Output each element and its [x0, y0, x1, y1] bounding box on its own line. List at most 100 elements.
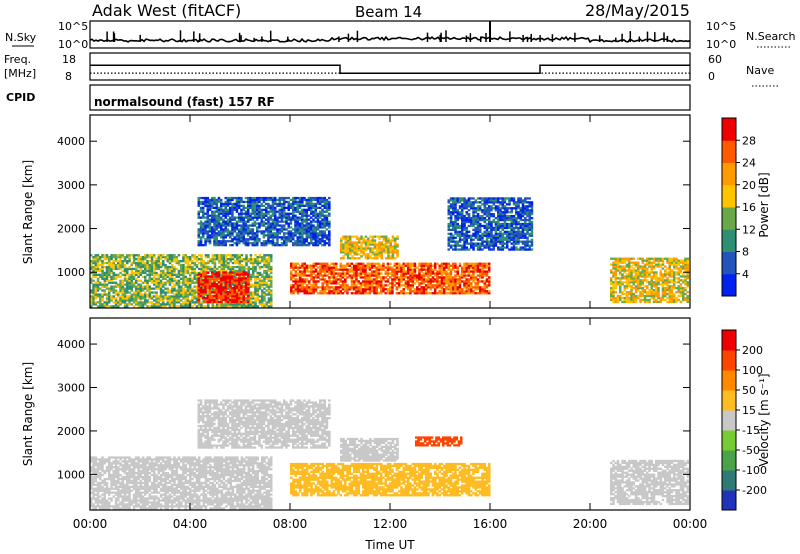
heatmap-cell: [481, 262, 484, 265]
heatmap-cell: [382, 276, 385, 279]
heatmap-cell: [166, 273, 169, 276]
heatmap-cell: [456, 240, 459, 243]
heatmap-cell: [217, 208, 221, 211]
heatmap-cell: [339, 268, 342, 271]
heatmap-cell: [314, 276, 318, 279]
heatmap-cell: [171, 301, 174, 304]
heatmap-cell: [199, 224, 203, 227]
heatmap-cell: [305, 244, 308, 247]
heatmap-cell: [244, 291, 248, 294]
heatmap-cell: [235, 216, 239, 219]
heatmap-cell: [206, 234, 209, 237]
heatmap-cell: [229, 200, 232, 204]
heatmap-cell: [344, 268, 347, 271]
heatmap-cell: [394, 249, 397, 252]
heatmap-cell: [114, 267, 118, 271]
heatmap-cell: [177, 297, 181, 300]
heatmap-cell: [235, 277, 239, 280]
heatmap-cell: [461, 276, 464, 279]
heatmap-cell: [362, 290, 365, 293]
heatmap-cell: [305, 268, 309, 271]
heatmap-cell: [141, 269, 145, 273]
heatmap-cell: [150, 265, 154, 269]
heatmap-cell: [206, 198, 209, 202]
heatmap-cell: [253, 202, 257, 206]
heatmap-cell: [305, 232, 308, 235]
heatmap-cell: [276, 238, 279, 241]
heatmap-cell: [119, 279, 122, 282]
heatmap-cell: [296, 228, 299, 231]
heatmap-cell: [465, 282, 468, 285]
heatmap-cell: [208, 228, 212, 231]
heatmap-cell: [349, 239, 352, 242]
heatmap-cell: [217, 206, 221, 209]
heatmap-cell: [206, 281, 209, 284]
heatmap-cell: [204, 298, 207, 302]
heatmap-cell: [373, 282, 376, 285]
heatmap-cell: [202, 289, 205, 292]
heatmap-cell: [337, 272, 340, 275]
heatmap-cell: [224, 287, 227, 290]
heatmap-cell: [263, 287, 266, 290]
heatmap-cell: [193, 267, 196, 271]
heatmap-cell: [438, 266, 441, 269]
heatmap-cell: [262, 216, 266, 219]
heatmap-cell: [144, 265, 147, 269]
heatmap-cell: [155, 299, 158, 302]
heatmap-cell: [301, 288, 304, 291]
heatmap-cell: [231, 218, 234, 221]
heatmap-cell: [312, 244, 315, 247]
heatmap-cell: [213, 210, 216, 213]
heatmap-cell: [254, 301, 257, 304]
heatmap-cell: [247, 240, 250, 243]
heatmap-cell: [323, 220, 326, 223]
heatmap-cell: [292, 218, 295, 221]
heatmap-cell: [229, 297, 232, 300]
heatmap-cell: [378, 235, 381, 238]
heatmap-cell: [413, 264, 417, 267]
heatmap-cell: [105, 256, 109, 259]
heatmap-cell: [301, 278, 304, 281]
heatmap-cell: [350, 282, 354, 285]
heatmap-cell: [244, 283, 248, 286]
heatmap-cell: [385, 241, 388, 244]
heatmap-cell: [472, 220, 475, 224]
heatmap-cell: [368, 288, 372, 291]
heatmap-cell: [247, 212, 250, 215]
heatmap-cell: [186, 260, 190, 263]
heatmap-cell: [301, 266, 304, 269]
heatmap-cell: [382, 268, 385, 271]
heatmap-cell: [454, 270, 457, 273]
heatmap-cell: [369, 241, 372, 244]
heatmap-cell: [110, 295, 113, 298]
heatmap-cell: [186, 295, 190, 298]
heatmap-cell: [436, 262, 439, 265]
heatmap-cell: [249, 283, 253, 286]
heatmap-cell: [108, 301, 111, 304]
heatmap-cell: [375, 274, 378, 277]
heatmap-cell: [367, 247, 370, 250]
heatmap-cell: [256, 200, 259, 204]
heatmap-cell: [224, 271, 227, 274]
heatmap-cell: [339, 264, 342, 267]
heatmap-cell: [429, 266, 432, 269]
heatmap-cell: [240, 196, 243, 200]
heatmap-cell: [409, 278, 412, 281]
heatmap-cell: [101, 289, 104, 292]
heatmap-cell: [443, 280, 446, 283]
heatmap-cell: [166, 254, 169, 257]
heatmap-cell: [90, 295, 93, 298]
heatmap-cell: [211, 305, 214, 308]
heatmap-cell: [380, 247, 383, 250]
heatmap-cell: [168, 277, 172, 280]
heatmap-cell: [314, 214, 317, 217]
heatmap-cell: [298, 200, 302, 204]
heatmap-cell: [458, 226, 462, 230]
heatmap-cell: [344, 249, 347, 252]
heatmap-cell: [208, 234, 212, 237]
heatmap-cell: [434, 284, 437, 287]
heatmap-cell: [243, 287, 246, 290]
heatmap-cell: [135, 293, 138, 296]
heatmap-cell: [112, 260, 115, 263]
heatmap-cell: [434, 268, 437, 271]
